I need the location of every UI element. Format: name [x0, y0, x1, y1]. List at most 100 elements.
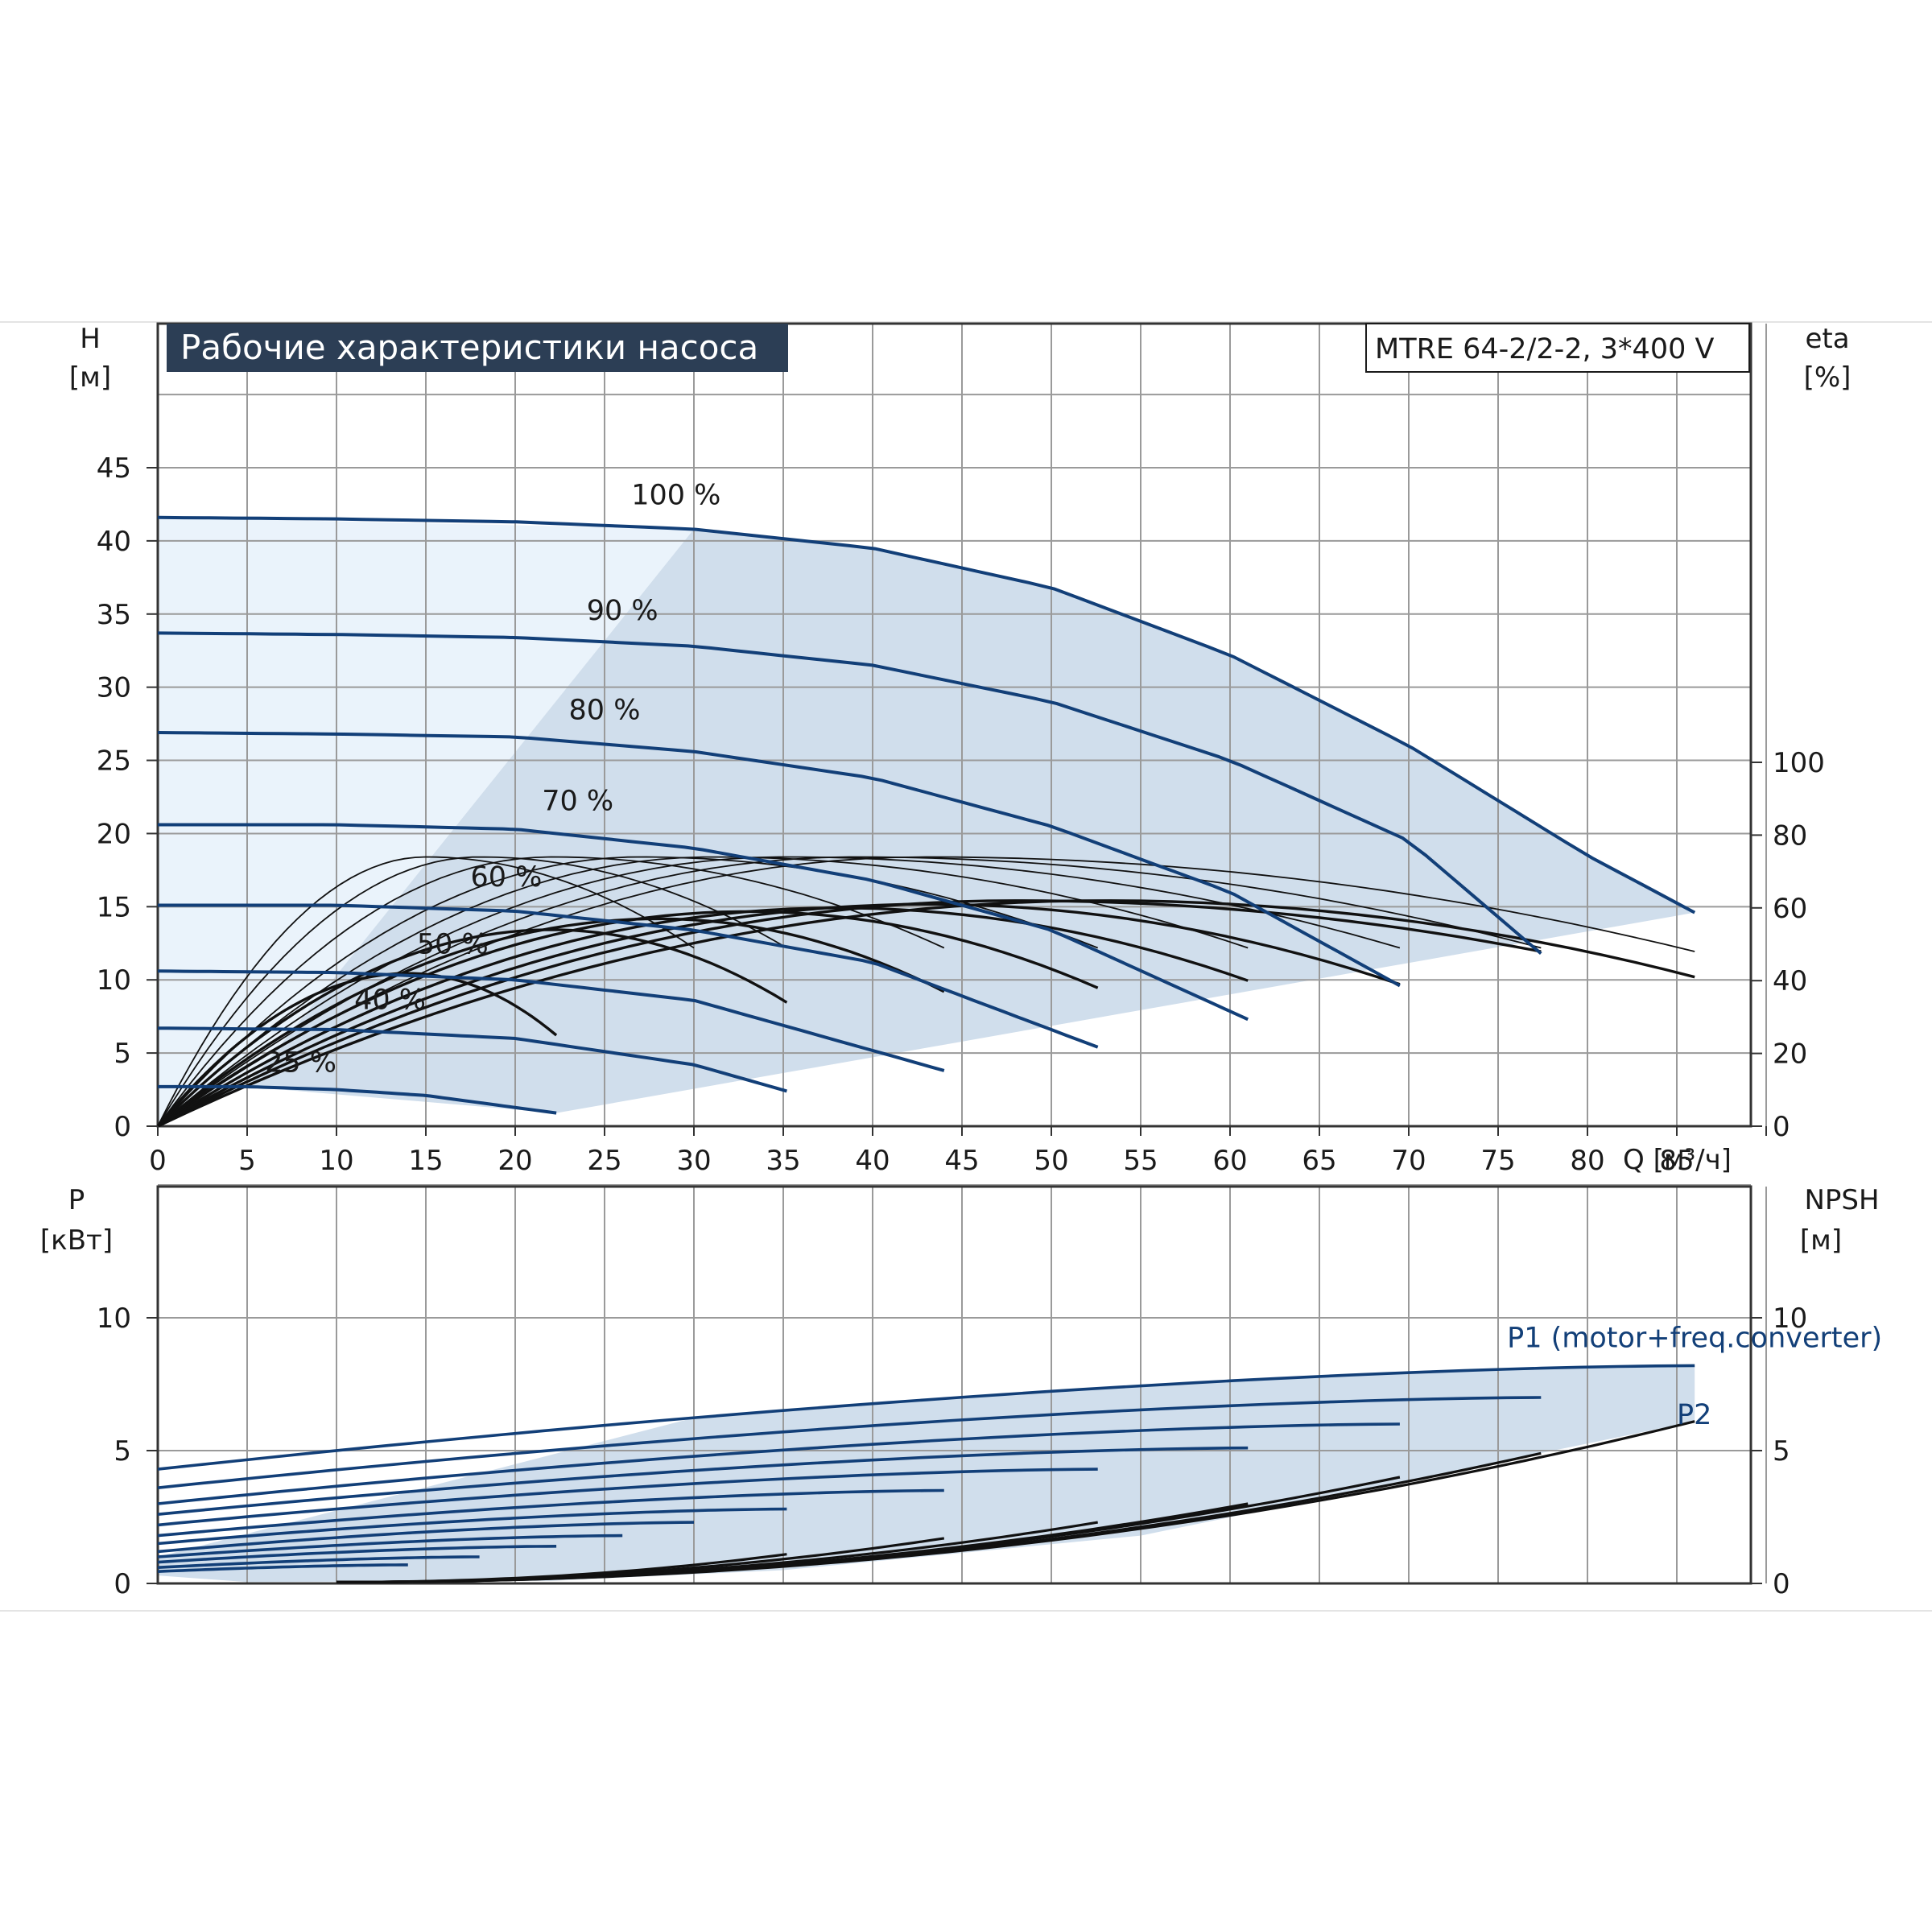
speed-label: 70 % [542, 785, 613, 817]
x-tick-label: 20 [497, 1145, 532, 1177]
efficiency-curve [157, 856, 1401, 1127]
y-tick-label: 5 [114, 1038, 131, 1070]
x-tick-label: 80 [1570, 1145, 1604, 1177]
head-curve-70 [158, 823, 1249, 1022]
speed-labels: 100 % 90 % 80 % 70 % 60 % 50 % 40 % 25 % [265, 479, 720, 1079]
head-axis-ticks: 0 5 10 15 20 25 30 35 40 45 50 55 60 65 70 75 80 85 0 5 10 15… [97, 452, 1825, 1177]
x-tick-label: 35 [766, 1145, 800, 1177]
head-axis-unit: [м] [69, 361, 111, 394]
speed-label: 80 % [569, 695, 641, 727]
efficiency-curve [157, 899, 1695, 1128]
y-tick-label: 0 [114, 1111, 131, 1143]
eta-axis-unit: [%] [1804, 361, 1852, 394]
eta-tick-label: 60 [1773, 893, 1807, 925]
efficiency-curve [157, 856, 695, 1127]
npsh-tick-label: 5 [1773, 1435, 1790, 1468]
x-tick-label: 75 [1480, 1145, 1515, 1177]
p1-curve [157, 1422, 1400, 1505]
head-axis-label: H [80, 323, 101, 355]
efficiency-curve [157, 856, 1099, 1127]
x-tick-label: 65 [1302, 1145, 1336, 1177]
x-tick-label: 50 [1034, 1145, 1068, 1177]
speed-label: 25 % [265, 1047, 336, 1080]
x-tick-label: 10 [319, 1145, 353, 1177]
efficiency-curve [157, 856, 1542, 1127]
chart-title: Рабочие характеристики насоса [180, 328, 758, 367]
plot-frame [156, 322, 1752, 1128]
y-tick-label: 40 [97, 526, 131, 558]
head-curve-90 [157, 631, 1542, 956]
eta-axis-label: eta [1805, 323, 1849, 355]
power-tick-label: 10 [97, 1302, 131, 1335]
p1-curve [157, 1521, 695, 1554]
power-axis-ticks: 0 5 10 0 5 10 [97, 1302, 1808, 1600]
speed-label: 90 % [587, 595, 658, 627]
p1-curve [157, 1468, 1098, 1527]
npsh-tick-label: 10 [1773, 1302, 1807, 1335]
p1-curve [157, 1396, 1542, 1489]
head-curve-50 [157, 969, 945, 1072]
p1-curve [157, 1446, 1249, 1516]
p1-curve [157, 1507, 787, 1546]
power-grid [156, 1184, 1767, 1585]
speed-label: 100 % [631, 479, 720, 511]
x-tick-label: 25 [587, 1145, 621, 1177]
x-tick-label: 55 [1123, 1145, 1158, 1177]
p2-curve [336, 1553, 787, 1583]
head-curves [157, 515, 1696, 1115]
efficiency-curve [157, 856, 1249, 1127]
y-tick-label: 15 [97, 891, 131, 923]
y-tick-label: 20 [97, 818, 131, 850]
y-tick-label: 45 [97, 452, 131, 485]
power-curve-label: P1 (motor+freq.converter) [1507, 1322, 1882, 1354]
x-tick-label: 70 [1391, 1145, 1426, 1177]
npsh-axis-label: NPSH [1804, 1184, 1879, 1216]
x-tick-label: 15 [408, 1145, 443, 1177]
y-tick-label: 10 [97, 964, 131, 997]
head-curve-80 [157, 731, 1401, 988]
eta-tick-label: 40 [1773, 965, 1807, 997]
p2-curves [336, 1420, 1695, 1583]
p1-curve [157, 1364, 1695, 1471]
eta-tick-label: 20 [1773, 1038, 1807, 1071]
operating-zone [247, 529, 1695, 1113]
power-curve-labels: P1 (motor+freq.converter) P2 [1507, 1322, 1882, 1431]
power-tick-label: 5 [114, 1435, 131, 1468]
efficiency-curves [156, 856, 1695, 1128]
head-curve-40 [157, 1026, 787, 1093]
head-curve-25 [158, 1084, 557, 1115]
npsh-tick-label: 0 [1773, 1568, 1790, 1600]
flow-axis-label: Q [м³/ч] [1623, 1144, 1732, 1176]
efficiency-curve [157, 856, 945, 1127]
p1-curve [157, 1534, 623, 1558]
head-grid [156, 322, 1767, 1128]
p1-curve [157, 1563, 408, 1573]
eta-tick-label: 0 [1773, 1111, 1790, 1143]
x-tick-label: 40 [855, 1145, 890, 1177]
title-box [167, 324, 788, 372]
x-tick-label: 0 [149, 1145, 167, 1177]
p1-curve [157, 1488, 944, 1538]
p1-curve [157, 1555, 480, 1569]
efficiency-curve [156, 972, 558, 1128]
x-tick-label: 5 [238, 1145, 256, 1177]
head-curve-100 [157, 515, 1696, 914]
p1-curve [157, 1545, 557, 1564]
x-tick-label: 45 [944, 1145, 979, 1177]
model-label: MTRE 64-2/2-2, 3*400 V [1375, 333, 1714, 365]
speed-label: 50 % [417, 929, 489, 961]
speed-label: 60 % [470, 861, 542, 894]
eta-tick-label: 100 [1773, 747, 1825, 779]
npsh-axis-unit: [м] [1800, 1224, 1842, 1257]
y-tick-label: 25 [97, 745, 131, 778]
y-tick-label: 30 [97, 672, 131, 704]
x-tick-label: 85 [1659, 1145, 1694, 1177]
power-axis-unit: [кВт] [40, 1224, 113, 1257]
model-box [1365, 323, 1750, 373]
efficiency-curve [156, 917, 945, 1128]
power-tick-label: 0 [114, 1568, 131, 1600]
eta-tick-label: 80 [1773, 819, 1807, 852]
plot-frame [156, 1185, 1752, 1585]
p1-curves [157, 1364, 1695, 1573]
